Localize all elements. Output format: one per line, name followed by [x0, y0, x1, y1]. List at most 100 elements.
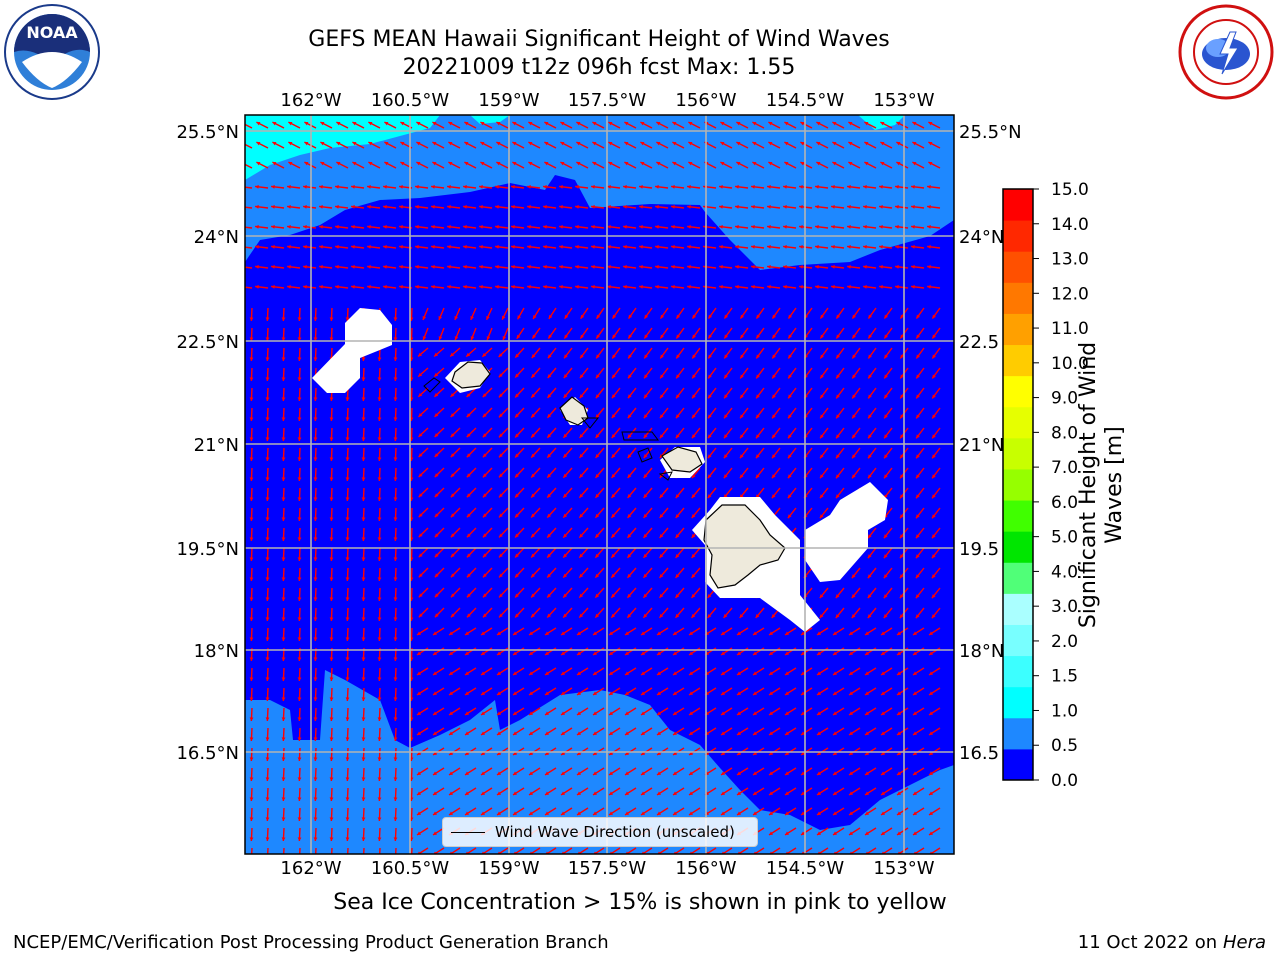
wave-direction-arrowhead	[466, 593, 471, 598]
wave-direction-arrowhead	[687, 284, 691, 289]
wave-direction-arrowhead	[865, 711, 870, 715]
wave-direction-arrowhead	[611, 573, 616, 578]
wave-direction-arrowhead	[287, 244, 291, 249]
wave-direction-arrowhead	[495, 224, 499, 229]
wave-direction-arrowhead	[671, 284, 675, 289]
wave-direction-arrowhead	[563, 513, 568, 518]
wave-direction-arrowhead	[788, 354, 792, 359]
wave-direction-arrowhead	[929, 671, 934, 675]
wave-direction-arrowhead	[688, 141, 693, 146]
wave-direction-arrowhead	[639, 224, 643, 229]
wave-direction-arrowhead	[591, 284, 595, 289]
wave-direction-arrowhead	[675, 514, 680, 518]
island-kauai	[451, 361, 491, 389]
wave-direction-arrowhead	[721, 691, 726, 695]
wave-direction-arrowhead	[659, 534, 664, 538]
wave-direction-arrowhead	[450, 493, 455, 498]
wave-direction-arrowhead	[595, 493, 600, 498]
wave-direction-arrowhead	[543, 184, 547, 189]
island-maui	[661, 446, 703, 473]
wave-direction-arrowhead	[817, 691, 822, 695]
wave-direction-arrowhead	[867, 594, 872, 599]
wave-direction-arrowhead	[515, 413, 519, 418]
wave-direction-arrowhead	[377, 617, 382, 621]
wave-direction-arrowhead	[737, 791, 742, 795]
wave-direction-arrowhead	[361, 457, 366, 461]
wave-direction-arrowhead	[755, 474, 760, 479]
wave-direction-arrowhead	[351, 264, 355, 269]
wave-direction-arrowhead	[345, 457, 350, 461]
wave-direction-arrowhead	[470, 315, 474, 320]
wave-direction-arrowhead	[239, 245, 243, 249]
wave-direction-arrowhead	[785, 751, 790, 755]
wave-direction-arrowhead	[265, 797, 270, 801]
wave-direction-arrowhead	[548, 334, 553, 339]
wave-direction-arrowhead	[335, 184, 339, 189]
wave-direction-arrowhead	[399, 184, 403, 189]
wave-direction-arrowhead	[547, 533, 552, 538]
wave-direction-arrowhead	[895, 264, 899, 269]
wave-direction-arrowhead	[335, 284, 339, 289]
wave-direction-arrowhead	[609, 751, 614, 755]
wave-direction-arrowhead	[431, 224, 435, 229]
wave-direction-arrowhead	[384, 141, 389, 146]
wave-direction-arrowhead	[448, 141, 453, 146]
wave-direction-arrowhead	[847, 244, 851, 249]
wave-direction-arrowhead	[399, 224, 403, 229]
wave-direction-arrowhead	[881, 711, 886, 715]
wave-direction-arrowhead	[851, 574, 856, 579]
colorbar-segment	[1003, 655, 1033, 688]
wave-direction-arrowhead	[767, 184, 771, 189]
wave-direction-arrowhead	[815, 184, 819, 189]
wave-direction-arrowhead	[575, 204, 579, 209]
wave-direction-arrowhead	[737, 771, 742, 775]
wave-direction-arrowhead	[675, 613, 680, 618]
wave-direction-arrowhead	[417, 831, 422, 835]
wave-direction-arrowhead	[687, 184, 691, 189]
wave-direction-arrowhead	[879, 184, 883, 189]
wave-direction-arrowhead	[591, 264, 595, 269]
wave-direction-arrowhead	[644, 394, 648, 399]
wave-direction-arrowhead	[450, 453, 455, 458]
wave-direction-arrowhead	[736, 161, 741, 166]
wave-direction-arrowhead	[577, 631, 582, 635]
wave-direction-arrowhead	[319, 264, 323, 269]
wave-direction-arrowhead	[383, 284, 387, 289]
wave-direction-arrowhead	[560, 141, 565, 146]
wave-direction-arrowhead	[688, 121, 693, 126]
wave-direction-arrowhead	[559, 264, 563, 269]
wave-direction-arrowhead	[281, 577, 286, 581]
wave-direction-arrowhead	[482, 493, 487, 498]
wave-direction-arrowhead	[737, 671, 742, 675]
wave-direction-arrowhead	[465, 791, 470, 795]
wave-direction-arrowhead	[609, 651, 614, 655]
wave-direction-arrowhead	[756, 394, 760, 399]
wave-direction-arrowhead	[721, 651, 726, 655]
wave-direction-arrowhead	[929, 651, 934, 655]
wave-direction-arrowhead	[912, 161, 917, 166]
colorbar-segment	[1003, 748, 1033, 781]
wave-direction-arrowhead	[691, 534, 696, 538]
wave-direction-arrowhead	[303, 204, 307, 209]
wave-direction-arrowhead	[393, 737, 398, 741]
lat-tick-label: 19.5	[959, 539, 999, 560]
wave-direction-arrowhead	[820, 454, 824, 459]
wave-direction-arrowhead	[483, 553, 487, 558]
wave-direction-arrowhead	[361, 377, 366, 381]
wave-direction-arrowhead	[689, 691, 694, 695]
wave-direction-arrowhead	[849, 831, 854, 835]
wave-direction-arrowhead	[625, 711, 630, 715]
wave-direction-arrowhead	[883, 574, 888, 579]
wave-direction-arrowhead	[611, 493, 616, 498]
wave-direction-arrowhead	[785, 731, 790, 735]
wave-direction-arrowhead	[431, 204, 435, 209]
wave-direction-arrowhead	[932, 514, 936, 519]
ocean-mid-region-north	[245, 115, 954, 270]
wave-direction-arrowhead	[607, 184, 611, 189]
map-legend: Wind Wave Direction (unscaled)	[442, 817, 758, 847]
wave-direction-arrowhead	[433, 831, 438, 835]
colorbar-segment	[1003, 251, 1033, 283]
colorbar-segment	[1003, 375, 1033, 408]
wave-direction-arrowhead	[769, 651, 774, 655]
colorbar-segment	[1003, 282, 1033, 314]
